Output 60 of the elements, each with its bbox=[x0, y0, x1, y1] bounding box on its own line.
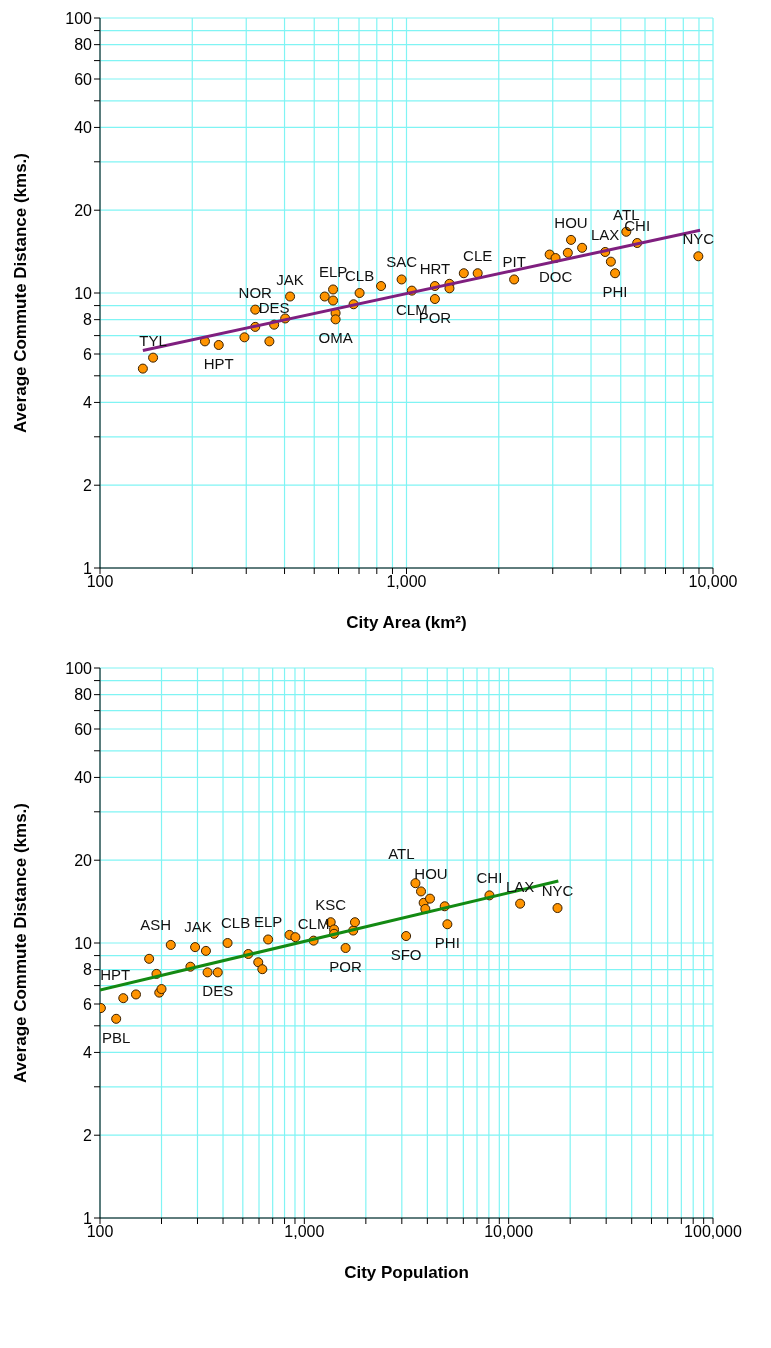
y-tick-label: 8 bbox=[83, 311, 93, 329]
annotation: CLB bbox=[220, 914, 251, 931]
y-tick-label: 100 bbox=[65, 9, 93, 27]
annotation: KSC bbox=[315, 896, 347, 914]
y-tick-label: 4 bbox=[83, 1044, 93, 1062]
y-tick-label: 100 bbox=[65, 659, 93, 677]
annotation: PHI bbox=[434, 934, 460, 952]
y-tick-label: 2 bbox=[83, 476, 93, 494]
annotation: JAK bbox=[184, 918, 212, 936]
annotation: HOU bbox=[554, 213, 588, 231]
y-tick-label: 4 bbox=[83, 394, 93, 412]
x-tick-label: 10,000 bbox=[688, 573, 738, 591]
x-tick-label: 100,000 bbox=[684, 1223, 743, 1241]
annotation: CLM bbox=[297, 914, 330, 932]
annotation: POR bbox=[329, 958, 363, 975]
annotation: NYC bbox=[541, 882, 574, 900]
y-tick-label: 40 bbox=[74, 769, 93, 787]
annotation: SFO bbox=[390, 946, 422, 964]
annotation: CLE bbox=[463, 247, 493, 265]
annotation: PHI bbox=[602, 283, 628, 301]
annotation: ELP bbox=[253, 913, 283, 931]
annotation: ASH bbox=[140, 915, 172, 933]
annotation: TYL bbox=[139, 331, 167, 349]
annotation: HPT bbox=[100, 966, 131, 984]
x-axis-title: City Population bbox=[344, 1263, 469, 1282]
annotation: HOU bbox=[414, 865, 448, 883]
x-axis-title: City Area (km²) bbox=[346, 613, 467, 632]
annotation: DOC bbox=[538, 268, 573, 286]
annotation: CHI bbox=[476, 869, 503, 887]
y-tick-label: 60 bbox=[74, 70, 93, 88]
annotation: PIT bbox=[502, 253, 526, 271]
y-tick-label: 2 bbox=[83, 1126, 93, 1144]
y-tick-label: 20 bbox=[74, 201, 93, 219]
annotation: LAX bbox=[591, 225, 620, 243]
y-tick-label: 6 bbox=[83, 345, 93, 363]
annotation: SAC bbox=[386, 253, 418, 271]
y-tick-label: 80 bbox=[74, 686, 93, 704]
x-tick-label: 1,000 bbox=[386, 573, 427, 591]
annotation: HRT bbox=[419, 260, 451, 278]
y-tick-label: 40 bbox=[74, 119, 93, 137]
annotation: DES bbox=[258, 298, 290, 316]
y-axis-title: Average Commute Distance (kms.) bbox=[11, 153, 31, 433]
y-tick-label: 6 bbox=[83, 995, 93, 1013]
y-tick-label: 60 bbox=[74, 720, 93, 738]
x-tick-label: 10,000 bbox=[484, 1223, 534, 1241]
annotation: NYC bbox=[682, 230, 715, 248]
annotation: PBL bbox=[102, 1028, 131, 1046]
y-axis-title: Average Commute Distance (kms.) bbox=[11, 803, 31, 1083]
annotation: JAK bbox=[276, 270, 304, 288]
annotation: NOR bbox=[238, 283, 273, 301]
annotation: HPT bbox=[203, 355, 234, 372]
y-tick-label: 8 bbox=[83, 961, 93, 979]
annotation: ATL bbox=[388, 845, 415, 863]
y-tick-label: 20 bbox=[74, 851, 93, 869]
y-tick-label: 10 bbox=[74, 284, 93, 302]
annotation: DES bbox=[202, 982, 234, 1000]
x-tick-label: 1,000 bbox=[284, 1223, 325, 1241]
annotation: OMA bbox=[318, 329, 353, 347]
y-tick-label: 10 bbox=[74, 934, 93, 952]
y-tick-label: 80 bbox=[74, 36, 93, 54]
